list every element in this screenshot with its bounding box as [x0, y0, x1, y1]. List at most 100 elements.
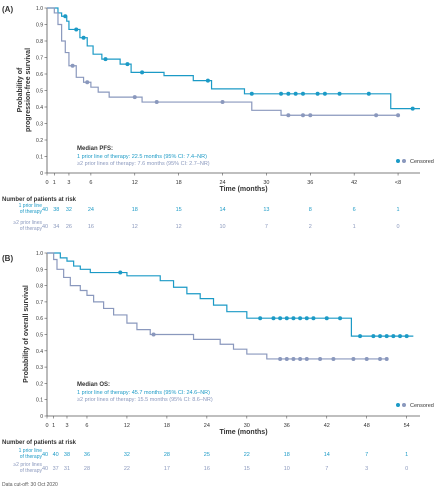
x-tick-label: 48 — [364, 423, 370, 429]
y-tick-label: 0 — [40, 414, 43, 420]
x-tick-label: 6 — [85, 423, 88, 429]
at-risk-count: 18 — [132, 207, 138, 213]
censored-marker — [378, 334, 383, 339]
risk-table-title: Number of patients at risk — [2, 197, 77, 203]
y-tick-label: 0.8 — [36, 39, 43, 45]
x-tick-label: <8 — [395, 180, 401, 186]
at-risk-count: 36 — [84, 452, 90, 458]
median-line: 1 prior line of therapy: 22.5 months (95… — [77, 154, 207, 160]
risk-row-label: 1 prior line — [19, 448, 43, 454]
risk-row-label: 1 prior line — [19, 203, 43, 209]
median-title: Median PFS: — [77, 146, 113, 152]
y-tick-label: 0.2 — [36, 381, 43, 387]
censored-marker — [271, 316, 276, 321]
censored-marker — [220, 100, 225, 105]
median-title: Median OS: — [77, 382, 110, 388]
censored-marker — [351, 356, 356, 361]
censored-marker — [286, 91, 291, 96]
x-tick-label: 0 — [45, 180, 48, 186]
censored-marker — [308, 113, 313, 118]
legend-marker — [402, 403, 406, 407]
censored-marker — [315, 91, 320, 96]
legend-marker — [396, 403, 400, 407]
at-risk-count: 34 — [53, 224, 59, 230]
censored-marker — [358, 334, 363, 339]
censored-marker — [284, 316, 289, 321]
x-axis-label: Time (months) — [219, 429, 267, 436]
x-tick-label: 3 — [67, 180, 70, 186]
censored-marker — [371, 334, 376, 339]
risk-row-label: of therapy — [20, 454, 43, 460]
at-risk-count: 15 — [176, 207, 182, 213]
censored-marker — [284, 356, 289, 361]
x-tick-label: 18 — [164, 423, 170, 429]
censored-marker — [298, 356, 303, 361]
at-risk-count: 40 — [53, 452, 59, 458]
x-tick-label: 1 — [53, 180, 56, 186]
x-tick-label: 6 — [89, 180, 92, 186]
risk-row-label: ≥2 prior lines — [13, 220, 42, 226]
censored-marker — [396, 113, 401, 118]
legend-label: Censored — [410, 159, 434, 165]
at-risk-count: 18 — [284, 452, 290, 458]
risk-row-label: of therapy — [20, 226, 43, 232]
at-risk-count: 10 — [219, 224, 225, 230]
y-tick-label: 0.9 — [36, 23, 43, 29]
y-tick-label: 1.0 — [36, 251, 43, 257]
censored-marker — [151, 332, 156, 337]
censored-marker — [391, 334, 396, 339]
x-tick-label: 18 — [176, 180, 182, 186]
y-tick-label: 0.3 — [36, 122, 43, 128]
censored-marker — [324, 316, 329, 321]
median-line: 1 prior line of therapy: 45.7 months (95… — [77, 390, 210, 396]
censored-marker — [154, 100, 159, 105]
at-risk-count: 14 — [324, 452, 330, 458]
at-risk-count: 22 — [244, 452, 250, 458]
y-axis-label: progression-free survival — [25, 48, 32, 132]
at-risk-count: 7 — [365, 452, 368, 458]
censored-marker — [63, 14, 68, 19]
censored-marker — [331, 356, 336, 361]
median-line: ≥2 prior lines of therapy: 7.6 months (9… — [77, 161, 210, 167]
at-risk-count: 0 — [405, 466, 408, 472]
censored-marker — [81, 35, 86, 40]
censored-marker — [249, 91, 254, 96]
censored-marker — [85, 80, 90, 85]
x-tick-label: 42 — [324, 423, 330, 429]
km-curve-series-2 — [47, 252, 387, 360]
x-tick-label: 12 — [132, 180, 138, 186]
y-tick-label: 1.0 — [36, 6, 43, 12]
at-risk-count: 1 — [405, 452, 408, 458]
at-risk-count: 8 — [309, 207, 312, 213]
censored-marker — [291, 356, 296, 361]
y-tick-label: 0.3 — [36, 365, 43, 371]
y-tick-label: 0.8 — [36, 284, 43, 290]
at-risk-count: 40 — [42, 207, 48, 213]
censored-marker — [286, 113, 291, 118]
x-axis-label: Time (months) — [219, 186, 267, 193]
censored-marker — [398, 334, 403, 339]
km-curve-series-2 — [47, 7, 399, 116]
risk-row-label: of therapy — [20, 468, 43, 474]
censored-marker — [384, 334, 389, 339]
at-risk-count: 25 — [204, 452, 210, 458]
at-risk-count: 12 — [176, 224, 182, 230]
x-tick-label: 30 — [263, 180, 269, 186]
y-tick-label: 0.2 — [36, 138, 43, 144]
x-tick-label: 54 — [404, 423, 410, 429]
at-risk-count: 10 — [284, 466, 290, 472]
at-risk-count: 22 — [124, 466, 130, 472]
censored-marker — [337, 91, 342, 96]
x-tick-label: 30 — [244, 423, 250, 429]
at-risk-count: 1 — [353, 224, 356, 230]
y-axis-label: Probability of — [17, 67, 24, 112]
at-risk-count: 17 — [164, 466, 170, 472]
censored-marker — [374, 113, 379, 118]
censored-marker — [300, 113, 305, 118]
at-risk-count: 1 — [397, 207, 400, 213]
censored-marker — [300, 91, 305, 96]
km-panel-2: (B) Probability of overall survival 0 0.1 0.… — [2, 251, 434, 474]
y-tick-label: 0.5 — [36, 89, 43, 95]
censored-marker — [366, 91, 371, 96]
km-curve-series-1 — [47, 7, 420, 110]
